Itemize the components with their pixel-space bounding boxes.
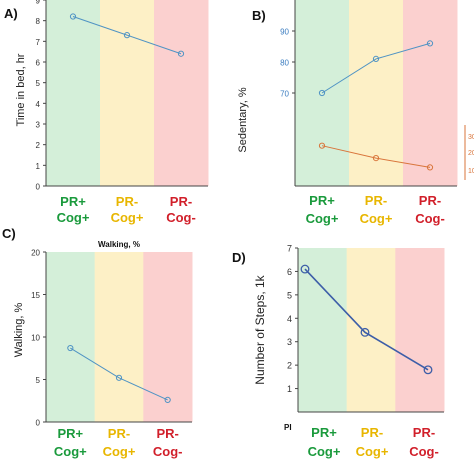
y-tick-label: 5	[36, 79, 41, 88]
right-tick-label: 20	[468, 150, 474, 157]
right-tick-label: 10	[468, 168, 474, 175]
data-point	[300, 264, 310, 274]
category-label-line1: PR+	[309, 193, 335, 208]
panel-b: 70 80 90 10 20 30 Sedentary, % B) PR+ Cog+ PR- Cog+…	[237, 0, 474, 226]
data-point	[318, 89, 326, 97]
panel-label: C)	[2, 226, 16, 241]
group-band-1	[46, 252, 96, 422]
y-tick-label: 5	[287, 290, 292, 300]
y-tick-label: 2	[287, 361, 292, 371]
y-tick-label: 1	[36, 162, 41, 171]
data-point	[164, 396, 171, 403]
category-label-line1: PR-	[365, 193, 387, 208]
category-label-line1: PR-	[170, 194, 192, 209]
category-label-line2: Cog+	[103, 444, 136, 459]
category-label-line1: PR+	[58, 426, 84, 441]
y-tick-label: 0	[36, 419, 41, 428]
panel-label: A)	[4, 6, 18, 21]
category-label-line2: Cog+	[306, 211, 339, 226]
data-point	[426, 164, 434, 171]
y-tick-label: 20	[31, 249, 40, 258]
y-tick-label: 8	[36, 17, 41, 26]
group-band-3	[154, 0, 209, 186]
series-line	[72, 16, 182, 55]
right-tick-label: 30	[468, 134, 474, 141]
data-point	[69, 13, 77, 20]
y-tick-label: 6	[36, 59, 41, 68]
category-label-line1: PR-	[419, 193, 441, 208]
y-tick-label: 4	[287, 314, 292, 324]
data-point	[123, 32, 131, 39]
category-label-line2: Cog+	[356, 444, 389, 459]
category-label-line2: Cog+	[57, 210, 90, 225]
series-line	[321, 42, 431, 94]
data-point	[372, 155, 380, 162]
series-line	[70, 347, 168, 401]
group-band-1	[298, 248, 348, 412]
y-tick-label: 15	[31, 291, 40, 300]
data-point	[177, 50, 185, 57]
group-band-1	[46, 0, 101, 186]
y-tick-label: 7	[287, 244, 292, 254]
category-label-line2: Cog+	[308, 444, 341, 459]
category-label-line2: Cog-	[153, 444, 183, 459]
corner-label: PI	[284, 423, 292, 432]
group-band-2	[349, 0, 404, 186]
y-tick-label: 10	[31, 334, 40, 343]
category-label-line2: Cog-	[166, 210, 196, 225]
group-band-2	[94, 252, 144, 422]
category-label-line1: PR-	[156, 426, 178, 441]
data-point	[426, 40, 434, 47]
panel-c: 0 5 10 15 20 Walking, % C) Walking, % PR+ Cog+ PR-…	[2, 226, 193, 459]
group-band-3	[403, 0, 458, 186]
y-tick-label: 7	[36, 38, 41, 47]
data-point	[360, 327, 370, 337]
y-tick-label: 80	[280, 59, 289, 68]
y-tick-label: 3	[287, 337, 292, 347]
category-label-line2: Cog+	[360, 211, 393, 226]
y-axis-label: Time in bed, hr	[15, 53, 27, 126]
category-label-line1: PR-	[413, 425, 435, 440]
series-line	[304, 268, 429, 371]
y-tick-label: 90	[280, 28, 289, 37]
group-band-2	[100, 0, 155, 186]
y-tick-label: 0	[36, 183, 41, 192]
series-line	[321, 145, 431, 168]
y-axis-label: Number of Steps, 1k	[253, 274, 267, 384]
category-label-line2: Cog-	[409, 444, 439, 459]
y-tick-label: 6	[287, 267, 292, 277]
panel-d: 1 2 3 4 5 6 7 Number of Steps, 1k D) PI PR+ Cog+ PR-…	[232, 244, 445, 459]
y-tick-label: 70	[280, 90, 289, 99]
y-axis-label: Walking, %	[13, 302, 25, 357]
data-point	[115, 374, 123, 381]
category-label-line1: PR-	[116, 194, 138, 209]
panel-label: B)	[252, 8, 266, 23]
data-point	[423, 365, 433, 375]
group-band-2	[346, 248, 396, 412]
y-axis-label: Sedentary, %	[237, 87, 249, 152]
category-label-line2: Cog+	[54, 444, 87, 459]
y-tick-label: 2	[36, 141, 41, 150]
y-tick-label: 5	[36, 376, 41, 385]
y-tick-label: 3	[36, 121, 41, 130]
category-label-line1: PR-	[108, 426, 130, 441]
group-band-3	[143, 252, 193, 422]
group-band-3	[395, 248, 445, 412]
y-tick-label: 4	[36, 100, 41, 109]
category-label-line1: PR+	[60, 194, 86, 209]
category-label-line2: Cog+	[111, 210, 144, 225]
data-point	[372, 55, 380, 63]
y-tick-label: 1	[287, 384, 292, 394]
category-label-line1: PR-	[361, 425, 383, 440]
y-tick-label: 9	[36, 0, 41, 6]
chart-title: Walking, %	[98, 240, 140, 249]
category-label-line2: Cog-	[415, 211, 445, 226]
category-label-line1: PR+	[311, 425, 337, 440]
data-point	[318, 142, 326, 149]
data-point	[67, 344, 74, 352]
panel-label: D)	[232, 250, 246, 265]
